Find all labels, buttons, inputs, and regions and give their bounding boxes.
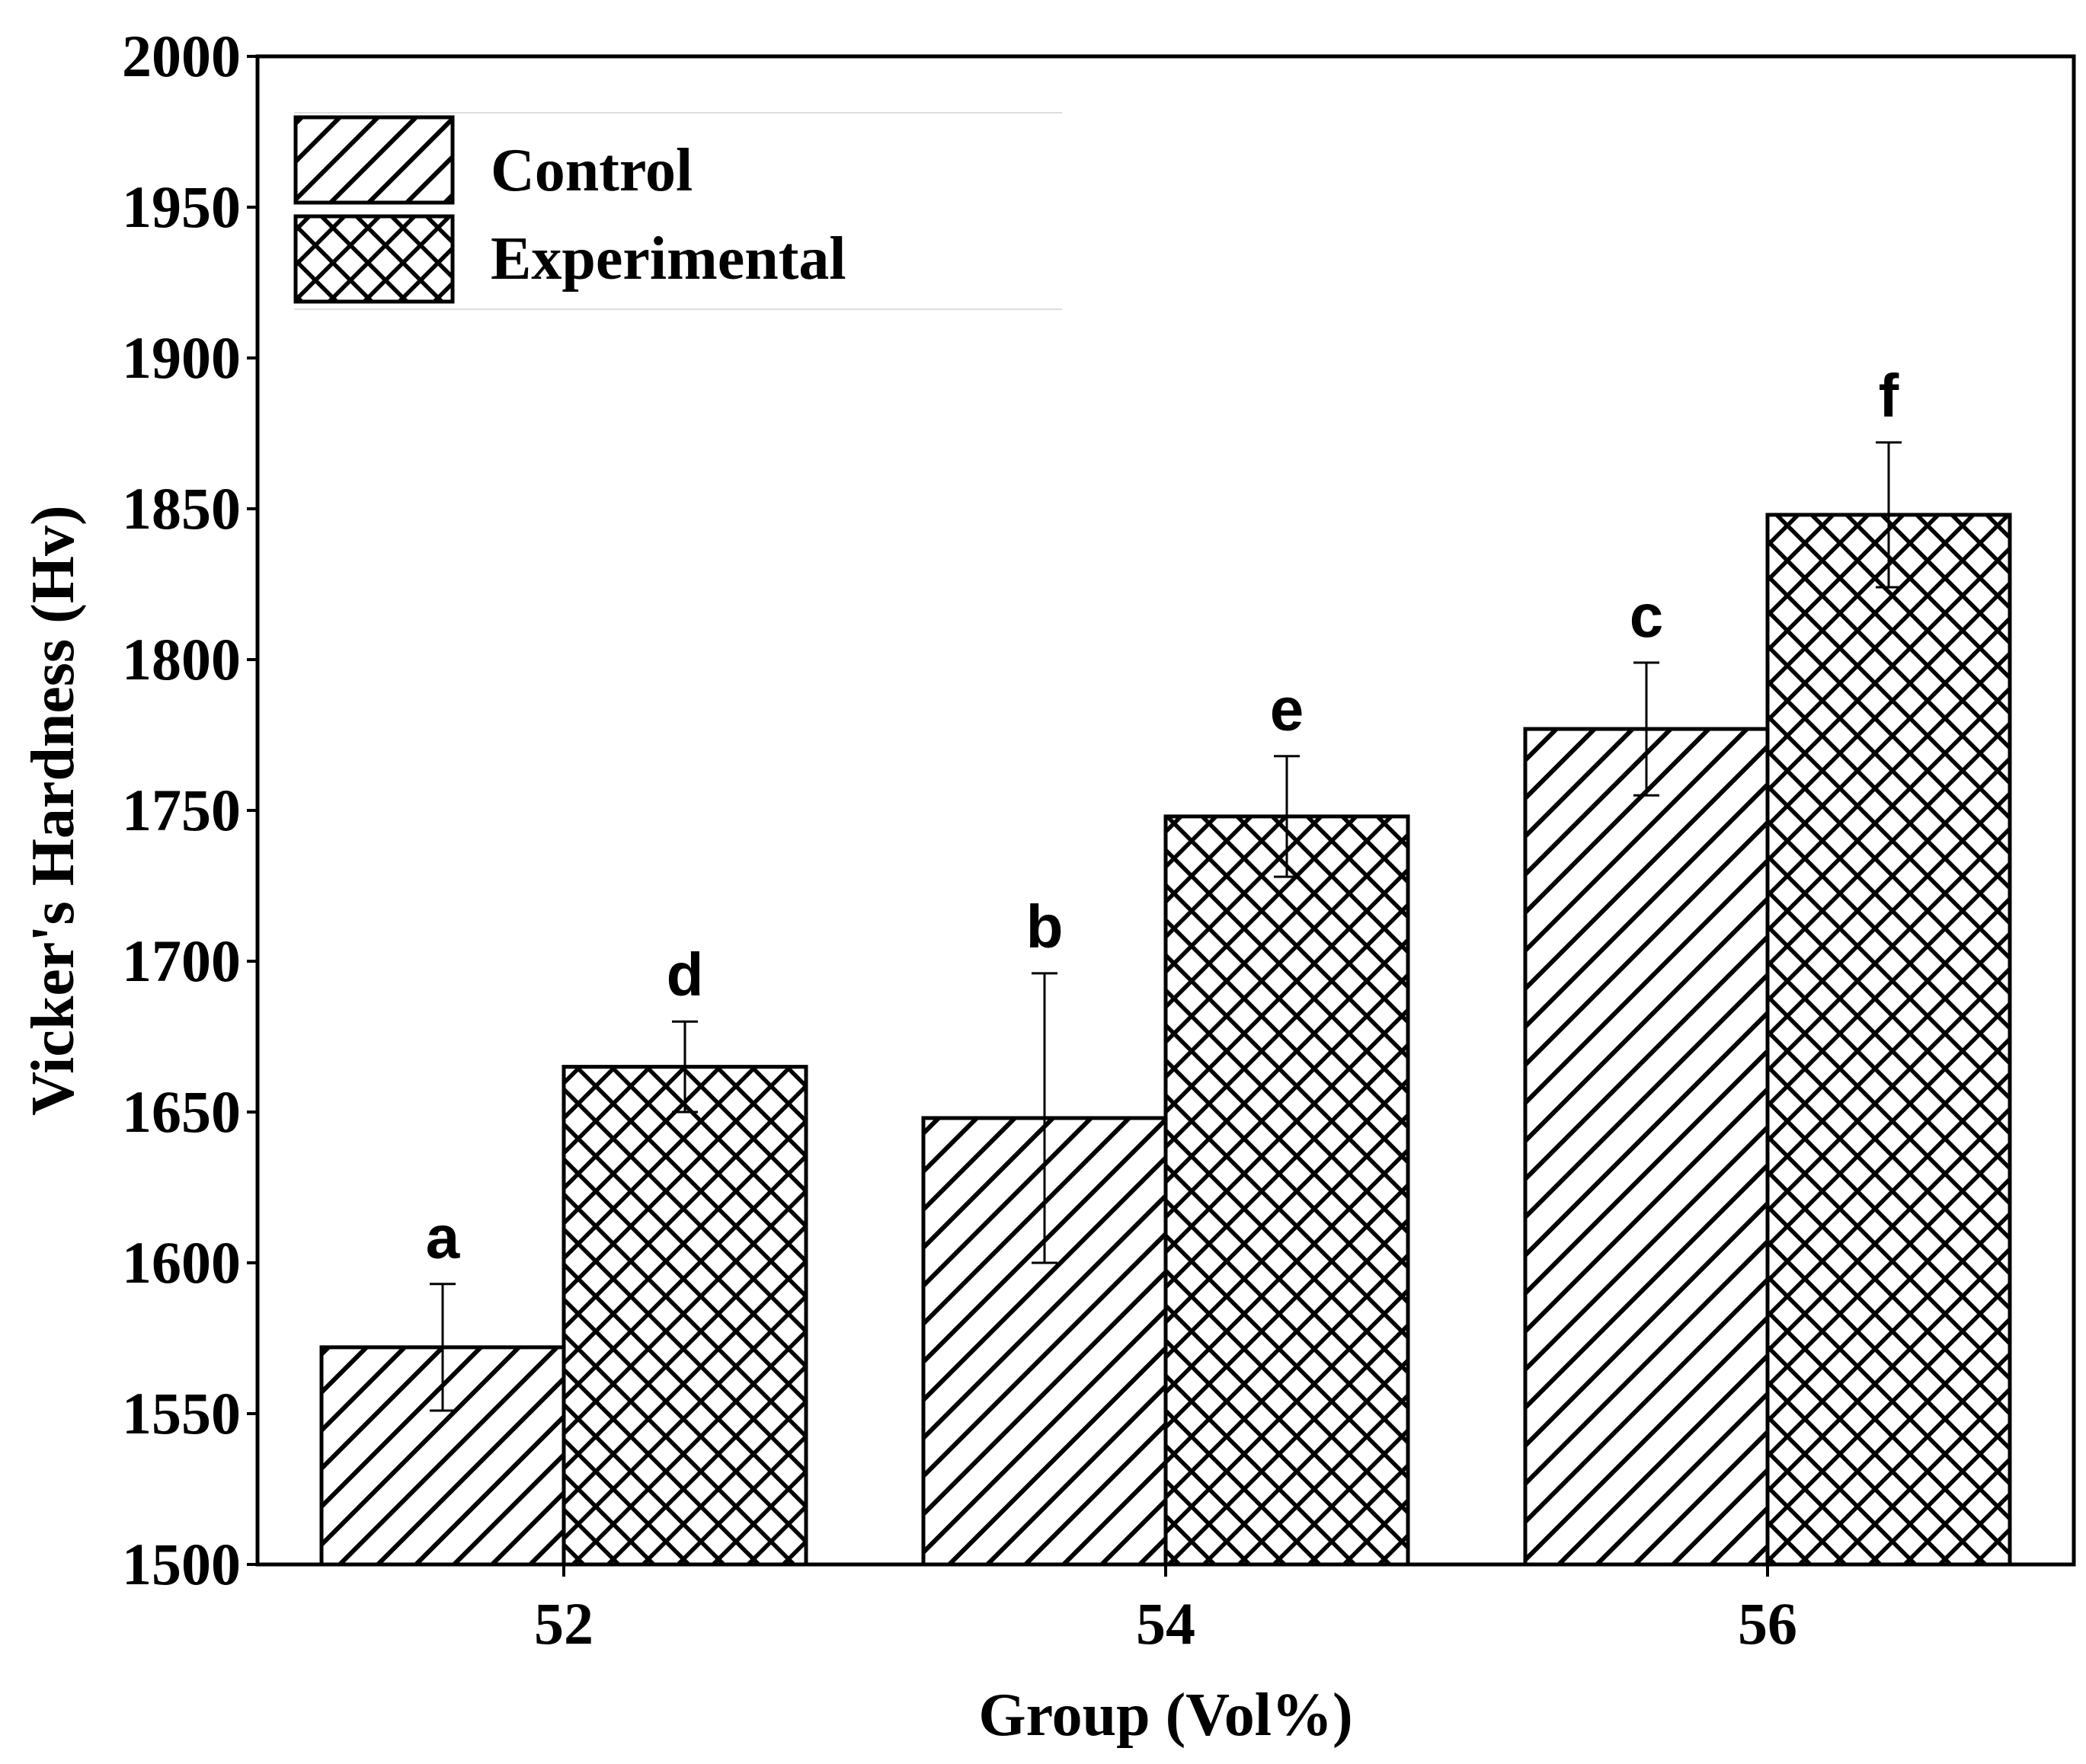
- y-tick-label: 1700: [122, 928, 241, 994]
- y-tick-label: 1800: [122, 626, 241, 692]
- y-tick-label: 1950: [122, 174, 241, 240]
- bar-control-56: [1523, 727, 1770, 1567]
- y-axis-title: Vicker's Hardness (Hv): [20, 505, 87, 1115]
- significance-label-c: c: [1630, 582, 1664, 650]
- x-tick-label: 52: [534, 1590, 593, 1657]
- legend-label-control: Control: [491, 137, 693, 204]
- y-tick-label: 1850: [122, 475, 241, 542]
- bar-experimental-54: [1163, 814, 1410, 1567]
- legend: Control Experimental: [293, 112, 1062, 310]
- x-tick-label: 54: [1136, 1590, 1195, 1657]
- error-bars-layer: [430, 441, 1902, 1412]
- legend-label-experimental: Experimental: [491, 225, 846, 292]
- x-axis-ticks: 52 54 56: [534, 1564, 1797, 1657]
- significance-label-a: a: [426, 1203, 460, 1271]
- legend-swatch-experimental: [293, 214, 455, 304]
- bar-experimental-52: [561, 1065, 808, 1567]
- y-tick-label: 1750: [122, 777, 241, 843]
- x-tick-label: 56: [1738, 1590, 1797, 1657]
- significance-label-f: f: [1879, 362, 1899, 430]
- significance-label-d: d: [667, 941, 704, 1008]
- y-tick-label: 1650: [122, 1079, 241, 1145]
- significance-labels-layer: a d b e c f: [426, 362, 1899, 1271]
- significance-label-e: e: [1270, 676, 1304, 743]
- y-tick-label: 1550: [122, 1380, 241, 1446]
- y-tick-label: 1500: [122, 1531, 241, 1597]
- y-tick-label: 1600: [122, 1229, 241, 1296]
- y-tick-label: 2000: [122, 23, 241, 89]
- y-axis-ticks: 1500 1550 1600 1650 1700 1750 1800 1850 1900 1950…: [122, 23, 258, 1597]
- x-axis-title: Group (Vol%): [978, 1682, 1352, 1749]
- significance-label-b: b: [1026, 893, 1064, 960]
- legend-swatch-control: [293, 115, 455, 205]
- bars-layer: [319, 513, 2012, 1567]
- bar-experimental-56: [1765, 513, 2012, 1567]
- y-tick-label: 1900: [122, 324, 241, 391]
